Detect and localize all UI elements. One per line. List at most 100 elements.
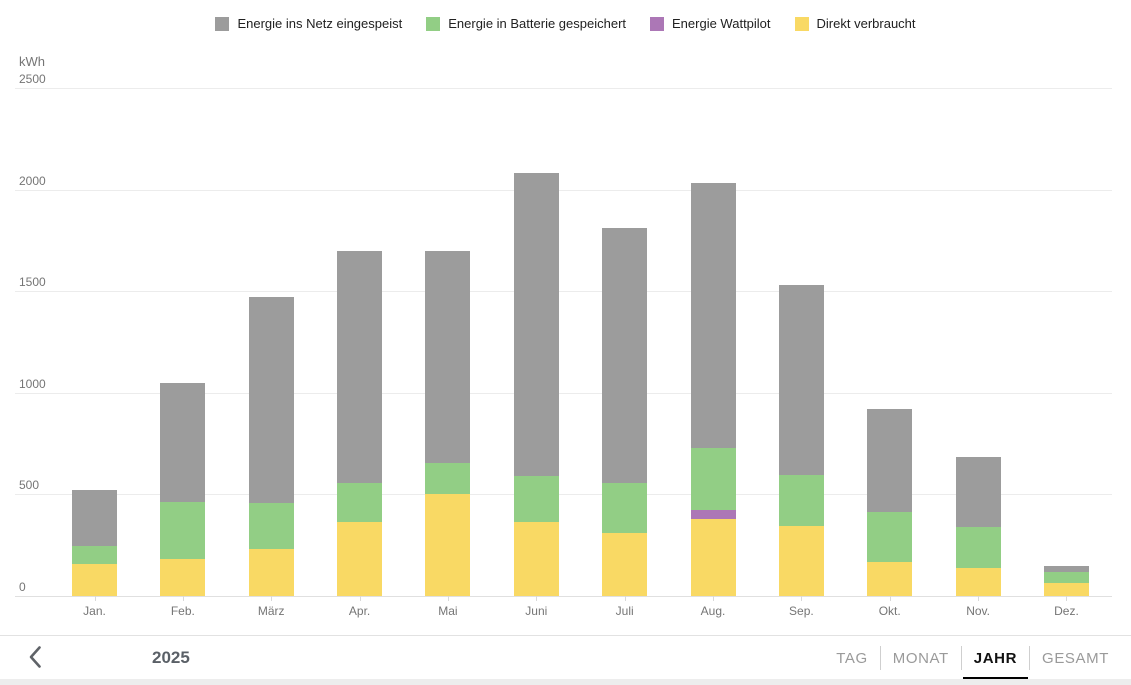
gridline-1000 — [15, 392, 1112, 394]
x-axis-tick — [624, 596, 626, 601]
y-tick-label-2000: 2000 — [19, 173, 46, 188]
legend-swatch-icon — [426, 16, 441, 31]
bar-segment[interactable] — [867, 562, 913, 596]
legend-swatch-icon — [215, 16, 230, 31]
bar-segment[interactable] — [72, 490, 117, 546]
y-tick-label-2500: 2500 — [19, 72, 46, 86]
x-axis-tick — [713, 596, 715, 601]
bar-segment[interactable] — [72, 545, 117, 564]
bar-segment[interactable] — [72, 563, 117, 596]
bar-sep[interactable] — [778, 285, 824, 596]
gridline-2000 — [15, 189, 1112, 191]
x-tick-label-juni: Juni — [525, 604, 548, 618]
bar-mai[interactable] — [425, 250, 471, 596]
bar-segment[interactable] — [602, 483, 648, 534]
y-tick-label-0: 0 — [19, 580, 26, 594]
bar-segment[interactable] — [337, 522, 383, 596]
footer-bottom-strip — [0, 679, 1131, 685]
bar-segment[interactable] — [1043, 565, 1089, 573]
bar-segment[interactable] — [1043, 582, 1089, 596]
legend-item-0[interactable]: Energie ins Netz eingespeist — [215, 16, 402, 31]
bar-okt[interactable] — [867, 409, 913, 596]
legend-item-2[interactable]: Energie Wattpilot — [650, 16, 771, 31]
x-tick-label-aug: Aug. — [700, 604, 726, 618]
bar-segment[interactable] — [778, 285, 824, 476]
bar-segment[interactable] — [778, 475, 824, 526]
x-tick-label-apr: Apr. — [348, 604, 371, 618]
bar-apr[interactable] — [337, 250, 383, 596]
y-tick-label-1500: 1500 — [19, 275, 46, 290]
previous-year-button[interactable] — [18, 636, 52, 680]
chart-legend: Energie ins Netz eingespeist Energie in B… — [0, 16, 1131, 31]
x-tick-label-märz: März — [257, 604, 285, 618]
bar-nov[interactable] — [955, 456, 1001, 596]
tab-separator — [879, 646, 881, 670]
bar-segment[interactable] — [867, 511, 913, 563]
legend-label: Energie ins Netz eingespeist — [237, 16, 403, 31]
tab-tag[interactable]: TAG — [836, 649, 868, 667]
bar-segment[interactable] — [248, 297, 294, 503]
y-tick-label-1000: 1000 — [19, 376, 46, 391]
bar-feb[interactable] — [160, 382, 206, 596]
y-axis-unit-label: kWh — [19, 54, 45, 69]
x-axis-tick — [182, 596, 184, 601]
bar-segment[interactable] — [160, 382, 206, 502]
tab-gesamt[interactable]: GESAMT — [1042, 649, 1109, 667]
tab-jahr[interactable]: JAHR — [962, 636, 1029, 682]
bar-segment[interactable] — [690, 510, 736, 520]
bar-segment[interactable] — [513, 475, 559, 523]
bar-segment[interactable] — [867, 409, 913, 512]
bar-segment[interactable] — [337, 483, 383, 523]
tab-monat[interactable]: MONAT — [892, 649, 949, 667]
bar-segment[interactable] — [602, 533, 648, 596]
gridline-1500 — [15, 291, 1112, 293]
bar-segment[interactable] — [778, 525, 824, 596]
x-axis-tick — [359, 596, 361, 601]
bar-segment[interactable] — [513, 522, 559, 596]
bar-segment[interactable] — [160, 558, 206, 596]
x-axis-tick — [801, 596, 803, 601]
legend-label: Direkt verbraucht — [816, 16, 916, 31]
legend-item-3[interactable]: Direkt verbraucht — [794, 16, 916, 31]
bar-juli[interactable] — [602, 228, 648, 596]
bar-segment[interactable] — [425, 494, 471, 596]
bar-segment[interactable] — [602, 228, 648, 484]
bar-segment[interactable] — [690, 182, 736, 449]
bar-segment[interactable] — [1043, 572, 1089, 583]
bar-segment[interactable] — [337, 250, 383, 484]
chevron-left-icon — [25, 644, 45, 673]
bar-segment[interactable] — [513, 173, 559, 476]
footer-bar: 2025 TAG MONAT JAHR GESAMT — [0, 635, 1131, 682]
tab-separator — [1029, 646, 1031, 670]
x-tick-label-sep: Sep. — [789, 604, 814, 618]
legend-item-1[interactable]: Energie in Batterie gespeichert — [426, 16, 626, 31]
gridline-2500 — [15, 88, 1112, 89]
x-axis-tick — [889, 596, 891, 601]
bar-märz[interactable] — [248, 297, 294, 596]
legend-label: Energie in Batterie gespeichert — [448, 16, 627, 31]
bar-aug[interactable] — [690, 182, 736, 596]
bar-segment[interactable] — [690, 519, 736, 596]
bar-segment[interactable] — [690, 448, 736, 511]
x-axis-tick — [94, 596, 96, 601]
bar-jan[interactable] — [72, 490, 117, 596]
y-tick-label-500: 500 — [19, 478, 40, 493]
x-tick-label-dez: Dez. — [1054, 604, 1079, 618]
bar-segment[interactable] — [425, 462, 471, 495]
bar-segment[interactable] — [955, 526, 1001, 569]
bar-segment[interactable] — [248, 549, 294, 596]
year-selector[interactable]: 2025 — [152, 648, 190, 667]
x-tick-label-juli: Juli — [615, 604, 634, 618]
x-axis-tick — [271, 596, 273, 601]
bar-dez[interactable] — [1043, 565, 1089, 596]
gridline-500 — [15, 494, 1112, 496]
x-axis-tick — [447, 596, 449, 601]
bar-juni[interactable] — [513, 173, 559, 596]
x-axis-tick — [536, 596, 538, 601]
x-tick-label-nov: Nov. — [966, 604, 990, 618]
bar-segment[interactable] — [160, 501, 206, 559]
bar-segment[interactable] — [425, 250, 471, 463]
bar-segment[interactable] — [955, 568, 1001, 596]
bar-segment[interactable] — [955, 456, 1001, 527]
bar-segment[interactable] — [248, 502, 294, 550]
